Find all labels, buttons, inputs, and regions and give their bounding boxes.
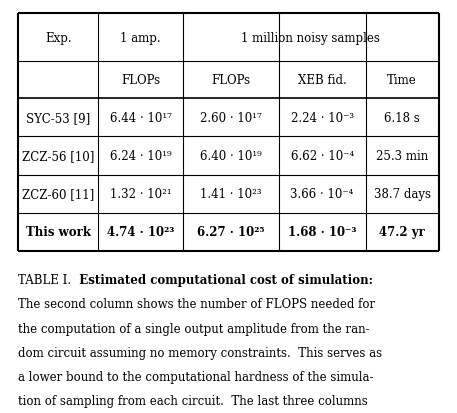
Text: 6.18 s: 6.18 s [384,112,420,125]
Text: 6.44 · 10¹⁷: 6.44 · 10¹⁷ [110,112,171,125]
Text: FLOPs: FLOPs [121,74,160,87]
Text: 38.7 days: 38.7 days [374,188,430,201]
Text: ZCZ-56 [10]: ZCZ-56 [10] [22,150,95,163]
Text: 6.24 · 10¹⁹: 6.24 · 10¹⁹ [110,150,171,163]
Text: 6.40 · 10¹⁹: 6.40 · 10¹⁹ [200,150,262,163]
Text: 6.27 · 10²⁵: 6.27 · 10²⁵ [197,225,265,239]
Text: ZCZ-60 [11]: ZCZ-60 [11] [22,188,95,201]
Text: TABLE I.: TABLE I. [18,274,71,287]
Text: 1.41 · 10²³: 1.41 · 10²³ [200,188,261,201]
Text: 2.60 · 10¹⁷: 2.60 · 10¹⁷ [200,112,262,125]
Text: 1 amp.: 1 amp. [120,32,161,45]
Text: SYC-53 [9]: SYC-53 [9] [26,112,90,125]
Text: the computation of a single output amplitude from the ran-: the computation of a single output ampli… [18,322,370,335]
Text: 1 million noisy samples: 1 million noisy samples [241,32,380,45]
Text: tion of sampling from each circuit.  The last three columns: tion of sampling from each circuit. The … [18,394,368,406]
Text: This work: This work [26,225,91,239]
Text: The second column shows the number of FLOPS needed for: The second column shows the number of FL… [18,298,375,311]
Text: 1.32 · 10²¹: 1.32 · 10²¹ [110,188,171,201]
Text: a lower bound to the computational hardness of the simula-: a lower bound to the computational hardn… [18,370,374,382]
Text: Exp.: Exp. [45,32,72,45]
Text: XEB fid.: XEB fid. [298,74,346,87]
Text: 1.68 · 10⁻³: 1.68 · 10⁻³ [288,225,356,239]
Text: 47.2 yr: 47.2 yr [379,225,425,239]
Text: FLOPs: FLOPs [211,74,250,87]
Text: 3.66 · 10⁻⁴: 3.66 · 10⁻⁴ [291,188,354,201]
Text: Time: Time [387,74,417,87]
Text: 25.3 min: 25.3 min [376,150,428,163]
Text: 2.24 · 10⁻³: 2.24 · 10⁻³ [291,112,354,125]
Text: Estimated computational cost of simulation:: Estimated computational cost of simulati… [71,274,373,287]
Text: 4.74 · 10²³: 4.74 · 10²³ [107,225,174,239]
Text: dom circuit assuming no memory constraints.  This serves as: dom circuit assuming no memory constrain… [18,346,383,358]
Text: 6.62 · 10⁻⁴: 6.62 · 10⁻⁴ [291,150,354,163]
